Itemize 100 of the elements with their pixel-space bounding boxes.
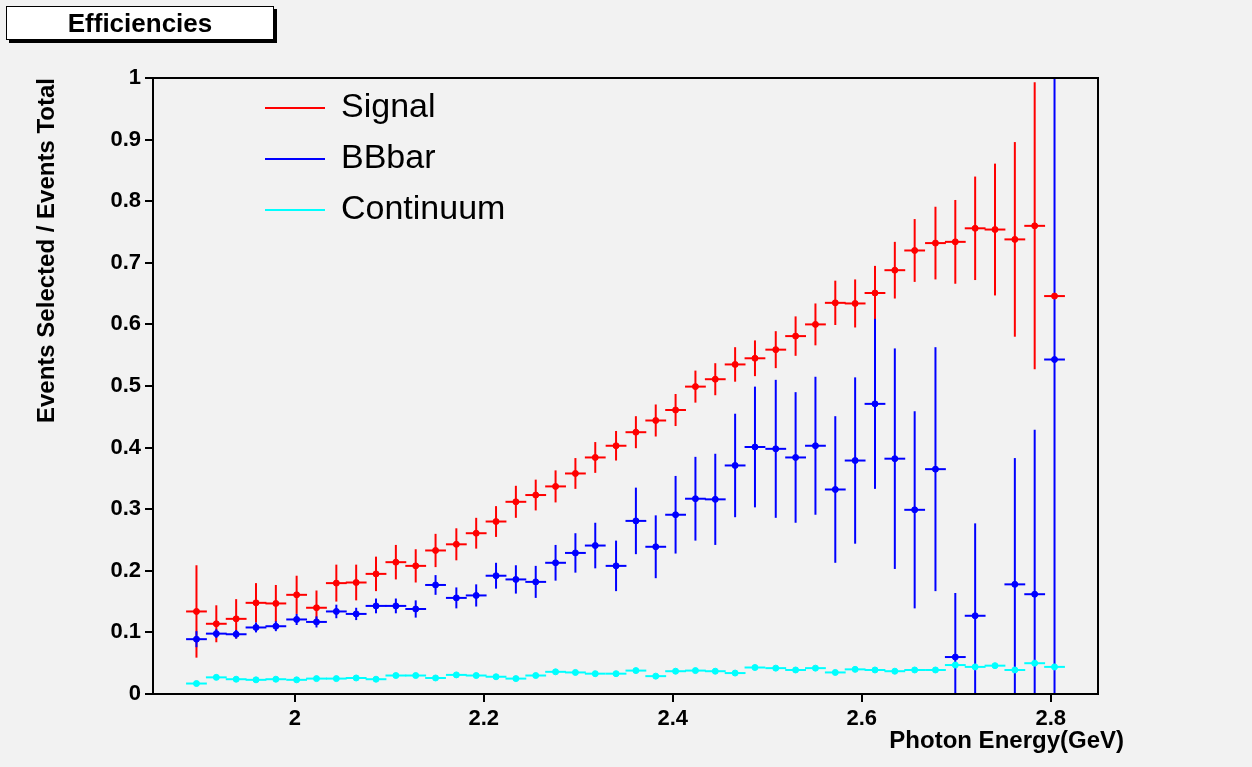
point bbox=[691, 495, 699, 503]
point bbox=[931, 239, 939, 247]
point bbox=[1031, 222, 1039, 230]
y-tick-label: 0.5 bbox=[110, 372, 141, 398]
legend-label: Continuum bbox=[341, 188, 506, 227]
point bbox=[571, 549, 579, 557]
point bbox=[591, 542, 599, 550]
point bbox=[672, 406, 680, 414]
point bbox=[612, 442, 620, 450]
point bbox=[512, 575, 520, 583]
point bbox=[252, 599, 260, 607]
point bbox=[831, 485, 839, 493]
point bbox=[891, 266, 899, 274]
point bbox=[192, 607, 200, 615]
point bbox=[372, 570, 380, 578]
point bbox=[911, 246, 919, 254]
point bbox=[871, 289, 879, 297]
point bbox=[811, 442, 819, 450]
legend-label: Signal bbox=[341, 86, 436, 125]
point bbox=[911, 506, 919, 514]
y-tick-label: 0.8 bbox=[110, 187, 141, 213]
point bbox=[772, 346, 780, 354]
point bbox=[532, 491, 540, 499]
point bbox=[931, 465, 939, 473]
point bbox=[332, 579, 340, 587]
point bbox=[731, 360, 739, 368]
y-tick-label: 0.9 bbox=[110, 125, 141, 151]
point bbox=[772, 445, 780, 453]
point bbox=[851, 457, 859, 465]
point bbox=[652, 417, 660, 424]
point bbox=[751, 354, 759, 362]
point bbox=[951, 653, 959, 661]
point bbox=[352, 579, 360, 586]
point bbox=[1011, 580, 1019, 588]
point bbox=[293, 591, 301, 599]
y-tick-label: 0.3 bbox=[110, 495, 141, 521]
y-tick-label: 0.7 bbox=[110, 248, 141, 274]
point bbox=[831, 299, 839, 307]
point bbox=[552, 559, 560, 567]
point bbox=[452, 540, 460, 548]
x-tick-label: 2.2 bbox=[468, 705, 500, 731]
point bbox=[652, 543, 660, 551]
point bbox=[412, 605, 420, 613]
point bbox=[711, 495, 719, 503]
point bbox=[871, 400, 879, 408]
point bbox=[792, 453, 800, 461]
point bbox=[1051, 292, 1059, 300]
point bbox=[532, 578, 540, 586]
y-axis-title: Events Selected / Events Total bbox=[32, 78, 60, 424]
point bbox=[452, 594, 460, 602]
legend-label: BBbar bbox=[341, 137, 436, 176]
point bbox=[632, 517, 640, 525]
point bbox=[492, 518, 500, 526]
point bbox=[192, 635, 200, 643]
x-tick-label: 2.6 bbox=[846, 705, 878, 731]
point bbox=[951, 238, 959, 246]
point bbox=[751, 443, 759, 451]
point bbox=[232, 615, 240, 623]
point bbox=[392, 558, 400, 566]
point bbox=[492, 572, 500, 580]
point bbox=[792, 332, 800, 340]
point bbox=[272, 599, 280, 607]
y-tick-label: 0.6 bbox=[110, 310, 141, 336]
point bbox=[552, 482, 560, 490]
point bbox=[591, 453, 599, 461]
y-tick-label: 0 bbox=[128, 680, 141, 706]
point bbox=[512, 498, 520, 506]
point bbox=[612, 562, 620, 570]
point bbox=[432, 546, 440, 554]
y-tick-label: 0.4 bbox=[110, 433, 142, 459]
y-tick-label: 0.2 bbox=[110, 556, 141, 582]
point bbox=[811, 320, 819, 328]
point bbox=[352, 610, 360, 618]
point bbox=[392, 602, 400, 610]
point bbox=[1051, 356, 1059, 364]
point bbox=[971, 612, 979, 620]
point bbox=[672, 511, 680, 519]
point bbox=[212, 620, 220, 628]
point bbox=[472, 529, 480, 537]
point bbox=[1031, 590, 1039, 598]
point bbox=[1011, 235, 1019, 243]
point bbox=[312, 604, 320, 612]
x-tick-label: 2 bbox=[288, 705, 301, 731]
chart-title: Efficiencies bbox=[6, 6, 274, 40]
y-tick-label: 1 bbox=[128, 64, 141, 90]
point bbox=[691, 383, 699, 391]
point bbox=[971, 224, 979, 232]
point bbox=[991, 226, 999, 234]
point bbox=[711, 375, 719, 383]
x-tick-label: 2.4 bbox=[657, 705, 689, 731]
point bbox=[571, 469, 579, 477]
point bbox=[432, 581, 440, 589]
point bbox=[412, 562, 420, 570]
point bbox=[731, 461, 739, 469]
point bbox=[332, 607, 340, 615]
point bbox=[372, 602, 380, 610]
point bbox=[851, 299, 859, 307]
point bbox=[472, 591, 480, 599]
point bbox=[632, 428, 640, 436]
point bbox=[891, 455, 899, 463]
